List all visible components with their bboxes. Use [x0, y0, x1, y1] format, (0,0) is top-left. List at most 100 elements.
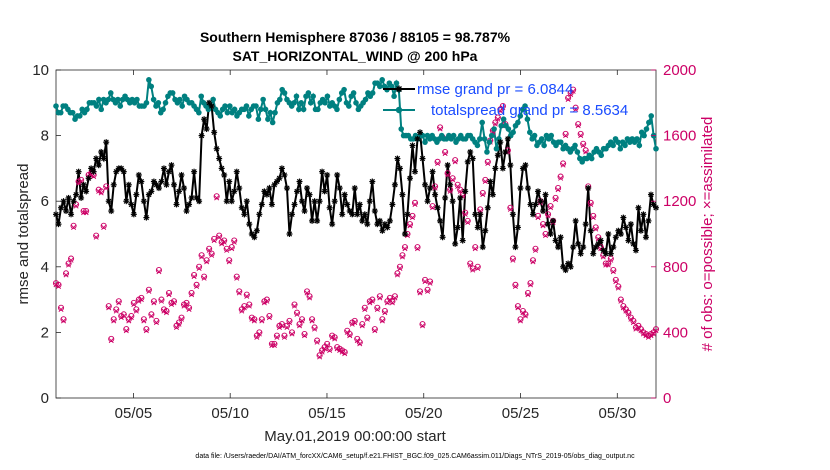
possible-obs-point: [286, 317, 293, 324]
totalspread-point: [53, 103, 59, 109]
possible-obs-point: [60, 316, 67, 323]
rmse-point: [376, 217, 383, 224]
assimilated-obs-point: [583, 149, 589, 155]
rmse-point: [278, 165, 285, 172]
possible-obs-point: [444, 170, 451, 177]
totalspread-point: [253, 103, 259, 109]
assimilated-obs-point: [593, 226, 599, 232]
assimilated-obs-point: [304, 290, 310, 296]
assimilated-obs-point: [377, 295, 383, 301]
totalspread-point: [277, 96, 283, 103]
assimilated-obs-point: [276, 324, 282, 330]
assimilated-obs-point: [113, 308, 119, 314]
possible-obs-point: [105, 303, 112, 310]
rmse-point: [334, 171, 341, 178]
rmse-point: [125, 181, 132, 188]
rmse-point: [228, 198, 235, 205]
possible-obs-point: [379, 316, 386, 323]
assimilated-obs-point: [199, 254, 205, 260]
rmse-point: [188, 194, 195, 201]
x-axis-ticks: 05/05 05/10 05/15 05/20 05/25 05/30: [115, 70, 636, 422]
x-tick-label: 05/15: [308, 405, 346, 422]
totalspread-point: [653, 145, 659, 152]
totalspread-point: [227, 103, 233, 109]
possible-obs-point: [406, 221, 414, 228]
assimilated-obs-point: [525, 292, 531, 298]
rmse-point: [103, 139, 110, 146]
rmse-point: [642, 234, 649, 241]
assimilated-obs-point: [389, 300, 395, 306]
rmse-point: [216, 155, 223, 162]
assimilated-obs-point: [437, 126, 443, 132]
totalspread-point: [541, 142, 547, 149]
rmse-point: [299, 198, 306, 205]
rmse-point: [444, 162, 451, 169]
y2-tick-label: 800: [663, 259, 688, 276]
assimilated-obs-point: [241, 305, 247, 311]
totalspread-point: [255, 116, 262, 122]
rmse-point: [130, 211, 137, 218]
possible-obs-point: [263, 296, 270, 303]
legend: rmse grand pr = 6.0844 totalspread grand…: [383, 81, 628, 119]
possible-obs-point: [178, 314, 185, 321]
rmse-point: [379, 227, 386, 234]
x-tick-label: 05/25: [502, 405, 540, 422]
totalspread-point: [300, 106, 307, 113]
possible-obs-point: [562, 130, 569, 138]
rmse-point: [647, 191, 654, 198]
possible-obs-point: [62, 270, 70, 277]
assimilated-obs-point: [126, 318, 132, 324]
rmse-point: [155, 185, 162, 192]
rmse-point: [178, 171, 185, 178]
rmse-point: [640, 211, 647, 218]
possible-obs-point: [396, 263, 403, 270]
possible-obs-point: [143, 326, 150, 333]
obs-marks: [52, 86, 660, 360]
assimilated-obs-point: [492, 121, 498, 127]
possible-obs-point: [191, 271, 198, 279]
totalspread-point: [334, 106, 340, 113]
assimilated-obs-point: [327, 347, 333, 353]
rmse-point: [462, 188, 469, 195]
totalspread-point: [527, 129, 533, 136]
possible-obs-point: [570, 86, 577, 93]
rmse-point: [454, 224, 461, 231]
assimilated-obs-point: [128, 315, 134, 321]
assimilated-obs-point: [399, 254, 405, 260]
rmse-point: [95, 162, 102, 169]
possible-obs-point: [434, 158, 441, 165]
possible-obs-point: [560, 160, 567, 167]
rmse-point: [489, 191, 496, 198]
assimilated-obs-point: [63, 272, 69, 278]
possible-obs-point: [303, 288, 311, 295]
possible-obs-point: [83, 207, 90, 215]
assimilated-obs-point: [161, 308, 167, 314]
possible-obs-point: [309, 316, 316, 323]
y-axis-label: rmse and totalspread: [15, 164, 32, 305]
rmse-point: [241, 211, 248, 218]
possible-obs-point: [155, 267, 162, 274]
assimilated-obs-point: [382, 310, 388, 316]
rmse-point: [296, 178, 303, 185]
totalspread-point: [93, 103, 100, 109]
assimilated-obs-point: [106, 305, 112, 311]
possible-obs-point: [201, 273, 208, 280]
possible-obs-point: [196, 263, 203, 270]
assimilated-obs-point: [457, 188, 463, 194]
rmse-point: [557, 234, 564, 241]
rmse-point: [512, 244, 519, 251]
assimilated-obs-point: [344, 329, 350, 335]
rmse-point: [487, 178, 494, 185]
possible-obs-point: [314, 337, 321, 344]
assimilated-obs-point: [588, 201, 594, 207]
possible-obs-point: [376, 293, 383, 300]
rmse-point: [58, 204, 65, 211]
assimilated-obs-point: [204, 259, 210, 265]
totalspread-point: [246, 113, 252, 119]
rmse-point: [417, 129, 424, 136]
totalspread-point: [210, 96, 216, 103]
assimilated-obs-point: [435, 160, 441, 166]
rmse-point: [404, 211, 411, 218]
rmse-point: [494, 152, 501, 159]
assimilated-obs-point: [299, 318, 305, 324]
